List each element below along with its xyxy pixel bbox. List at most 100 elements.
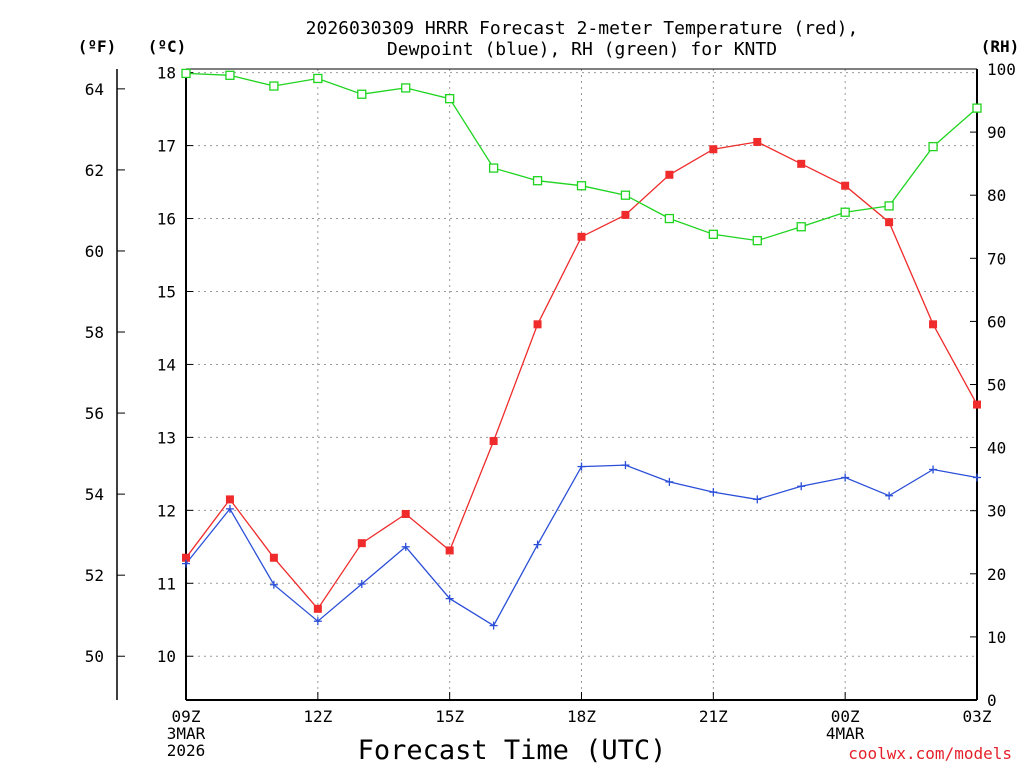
dewpoint-point xyxy=(225,504,234,513)
dewpoint-point xyxy=(973,473,981,482)
temperature-point xyxy=(885,218,894,227)
dewpoint-point xyxy=(577,462,586,471)
f-tick-label: 56 xyxy=(85,404,104,423)
series-line-rh xyxy=(185,72,978,242)
x-tick-label: 3MAR xyxy=(167,724,206,743)
temperature-point xyxy=(313,604,322,613)
f-tick-label: 54 xyxy=(85,485,104,504)
temperature-point xyxy=(709,145,718,154)
dewpoint-point xyxy=(489,621,498,630)
dewpoint-point xyxy=(753,495,762,504)
rh-point xyxy=(357,89,367,99)
temperature-point xyxy=(973,400,981,409)
rh-point xyxy=(664,213,675,224)
f-axis-ticks: 50 52 54 56 58 60 62 64 xyxy=(85,80,125,666)
x-tick-label: 4MAR xyxy=(826,724,865,743)
fahrenheit-unit-label: (ºF) xyxy=(78,37,117,56)
dewpoint-point xyxy=(269,580,278,589)
temperature-point xyxy=(665,170,674,179)
dewpoint-point xyxy=(885,491,894,500)
c-tick-label: 10 xyxy=(157,647,176,666)
rh-tick-label: 70 xyxy=(987,249,1006,268)
dewpoint-point xyxy=(533,540,542,549)
f-tick-label: 64 xyxy=(85,80,104,99)
rh-point xyxy=(488,163,499,173)
x-tick-label: 00Z xyxy=(831,707,860,726)
rh-point xyxy=(181,68,191,79)
rh-point xyxy=(620,190,631,200)
x-tick-label: 18Z xyxy=(567,707,596,726)
rh-tick-label: 0 xyxy=(987,691,997,710)
rh-tick-label: 100 xyxy=(987,60,1016,79)
rh-point xyxy=(401,83,411,93)
chart-title-line1: 2026030309 HRRR Forecast 2-meter Tempera… xyxy=(306,18,859,39)
rh-point xyxy=(225,70,235,80)
temperature-point xyxy=(841,181,850,190)
f-tick-label: 50 xyxy=(85,647,104,666)
f-tick-label: 62 xyxy=(85,161,104,180)
rh-tick-label: 60 xyxy=(987,312,1006,331)
dewpoint-point xyxy=(182,559,190,568)
c-tick-label: 17 xyxy=(157,137,176,156)
c-axis-ticks: 10 11 12 13 14 15 16 17 18 xyxy=(157,64,193,666)
c-tick-label: 18 xyxy=(157,64,176,83)
rh-point xyxy=(928,141,938,152)
dewpoint-point xyxy=(357,580,366,589)
rh-point xyxy=(445,94,455,104)
grid-lines xyxy=(186,69,977,700)
rh-tick-label: 10 xyxy=(987,628,1006,647)
x-tick-label: 15Z xyxy=(435,707,464,726)
rh-unit-label: (RH) xyxy=(981,37,1020,56)
rh-point xyxy=(972,103,982,113)
rh-tick-label: 30 xyxy=(987,502,1006,521)
rh-tick-label: 50 xyxy=(987,376,1006,395)
c-tick-label: 14 xyxy=(157,355,176,374)
dewpoint-point xyxy=(797,482,806,491)
c-tick-label: 11 xyxy=(157,574,176,593)
rh-point xyxy=(313,73,323,84)
x-axis-label: Forecast Time (UTC) xyxy=(358,735,667,766)
rh-point xyxy=(752,235,762,246)
x-tick-label: 21Z xyxy=(699,707,728,726)
dewpoint-point xyxy=(445,594,454,603)
x-tick-label: 2026 xyxy=(167,741,206,760)
x-tick-label: 12Z xyxy=(303,707,332,726)
f-tick-label: 58 xyxy=(85,323,104,342)
rh-point xyxy=(884,201,894,211)
dewpoint-point xyxy=(841,473,850,482)
rh-point xyxy=(532,176,543,186)
rh-point xyxy=(708,229,718,239)
temperature-point xyxy=(445,546,454,555)
rh-tick-label: 20 xyxy=(987,565,1006,584)
temperature-point xyxy=(182,553,190,562)
rh-point xyxy=(796,222,806,232)
series-lines xyxy=(185,72,978,627)
rh-axis-ticks: 0 10 20 30 40 50 60 70 80 90 100 xyxy=(970,60,1016,710)
dewpoint-point xyxy=(313,617,322,626)
rh-point xyxy=(576,181,587,191)
f-tick-label: 52 xyxy=(85,566,104,585)
dewpoint-point xyxy=(401,542,410,551)
dewpoint-point xyxy=(709,488,718,497)
temperature-point xyxy=(753,137,762,146)
temperature-point xyxy=(929,320,938,329)
credit-link[interactable]: coolwx.com/models xyxy=(848,744,1012,763)
dewpoint-point xyxy=(621,461,630,470)
rh-point xyxy=(269,81,279,91)
temperature-point xyxy=(357,539,366,548)
temperature-point xyxy=(533,320,542,329)
axes xyxy=(116,68,978,701)
rh-tick-label: 90 xyxy=(987,123,1006,142)
dewpoint-point xyxy=(929,465,938,474)
celsius-unit-label: (ºC) xyxy=(148,37,187,56)
temperature-point xyxy=(269,553,278,562)
rh-tick-label: 80 xyxy=(987,186,1006,205)
f-tick-label: 60 xyxy=(85,242,104,261)
dewpoint-point xyxy=(665,477,674,486)
temperature-point xyxy=(577,232,586,241)
temperature-point xyxy=(489,437,498,446)
c-tick-label: 16 xyxy=(157,210,176,229)
x-tick-label: 03Z xyxy=(963,707,992,726)
x-tick-label: 09Z xyxy=(172,707,201,726)
